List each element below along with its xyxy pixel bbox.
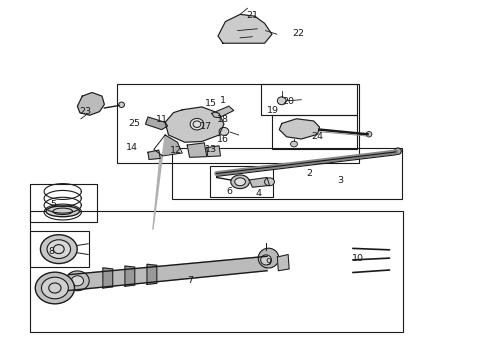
Text: 18: 18: [217, 115, 229, 124]
Bar: [261, 84, 357, 115]
Bar: [172, 148, 402, 199]
Text: 3: 3: [338, 176, 343, 185]
Text: 22: 22: [292, 29, 304, 38]
Polygon shape: [125, 266, 135, 286]
Ellipse shape: [40, 235, 77, 264]
Polygon shape: [153, 135, 180, 230]
Ellipse shape: [46, 206, 79, 217]
Text: 24: 24: [312, 132, 323, 141]
Polygon shape: [277, 255, 289, 271]
Text: 7: 7: [187, 276, 193, 284]
Text: 12: 12: [171, 146, 182, 155]
Polygon shape: [218, 14, 272, 43]
Text: 16: 16: [217, 135, 229, 144]
Text: 14: 14: [126, 143, 138, 152]
Text: 5: 5: [50, 200, 56, 209]
Polygon shape: [148, 150, 160, 159]
Text: 10: 10: [352, 254, 364, 263]
Text: 25: 25: [129, 119, 141, 128]
Text: 21: 21: [246, 11, 258, 20]
Ellipse shape: [47, 240, 71, 258]
Polygon shape: [207, 146, 220, 157]
Polygon shape: [249, 177, 270, 187]
Polygon shape: [279, 119, 319, 139]
Ellipse shape: [231, 175, 249, 189]
Text: 9: 9: [266, 258, 271, 267]
Ellipse shape: [219, 127, 229, 135]
Text: 15: 15: [205, 99, 217, 108]
Polygon shape: [147, 264, 157, 284]
Ellipse shape: [366, 132, 372, 137]
Polygon shape: [77, 93, 104, 115]
Ellipse shape: [277, 97, 286, 105]
Bar: [210, 166, 273, 197]
Polygon shape: [103, 268, 113, 288]
Text: 1: 1: [220, 96, 226, 105]
Text: 4: 4: [256, 189, 262, 198]
Text: 6: 6: [226, 187, 232, 196]
Ellipse shape: [72, 276, 83, 286]
Bar: [30, 184, 97, 222]
Ellipse shape: [66, 271, 89, 291]
Text: 17: 17: [200, 122, 212, 131]
Bar: [272, 115, 357, 149]
Ellipse shape: [258, 248, 279, 268]
Ellipse shape: [190, 118, 204, 130]
Text: 13: 13: [205, 145, 217, 154]
Polygon shape: [212, 106, 234, 118]
Ellipse shape: [35, 272, 74, 304]
Ellipse shape: [119, 102, 124, 108]
Ellipse shape: [235, 178, 245, 186]
Text: 23: 23: [80, 107, 92, 116]
Ellipse shape: [41, 277, 69, 299]
Ellipse shape: [261, 255, 271, 265]
Bar: [30, 211, 403, 332]
Bar: [30, 231, 89, 267]
Polygon shape: [146, 117, 168, 130]
Polygon shape: [187, 143, 207, 157]
Ellipse shape: [394, 148, 401, 154]
Ellipse shape: [265, 178, 274, 186]
Ellipse shape: [291, 141, 297, 147]
Polygon shape: [165, 107, 224, 142]
Text: 8: 8: [49, 247, 54, 256]
Text: 2: 2: [307, 169, 313, 178]
Bar: [117, 84, 359, 163]
Text: 20: 20: [282, 97, 294, 106]
Text: 19: 19: [268, 107, 279, 116]
Text: 11: 11: [156, 115, 168, 124]
Polygon shape: [69, 256, 267, 291]
